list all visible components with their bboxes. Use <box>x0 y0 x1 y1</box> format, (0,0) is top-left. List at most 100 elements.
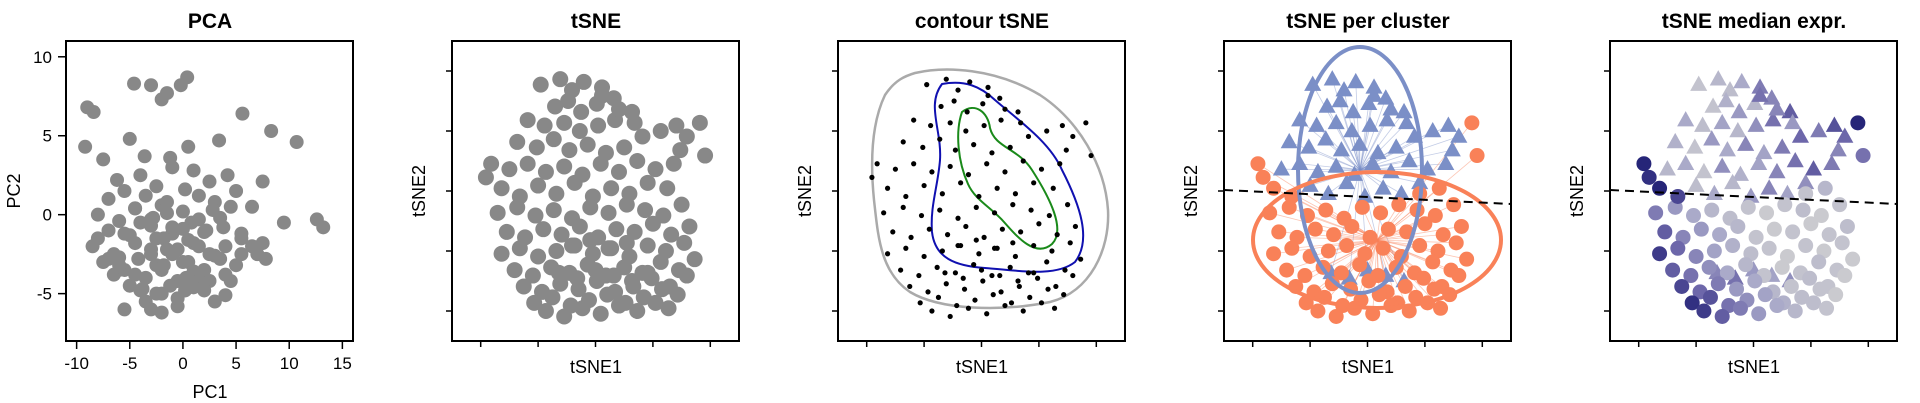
pca-point <box>186 280 201 295</box>
pca-point <box>128 201 143 216</box>
median-circle-point <box>1714 308 1730 324</box>
cluster-2-point <box>1399 224 1415 240</box>
contour-point <box>1044 259 1050 265</box>
pca-frame <box>65 40 354 342</box>
contour-point <box>990 292 996 298</box>
cluster-1-point <box>1280 132 1298 149</box>
pca-point <box>197 283 212 298</box>
median-ylabel: tSNE2 <box>1567 165 1587 217</box>
median-circle-point <box>1806 295 1822 311</box>
contour-point <box>903 193 909 200</box>
contour-point <box>972 297 978 303</box>
median-circle-point <box>1813 208 1829 224</box>
contour-point <box>884 185 891 191</box>
contour-point <box>951 98 957 104</box>
tsne-point <box>652 123 669 139</box>
pca-xlabel: PC1 <box>192 382 227 402</box>
tsne-point <box>678 128 695 145</box>
pca-point <box>131 251 146 266</box>
tsne-point <box>644 215 661 232</box>
contour-point <box>991 210 998 216</box>
pca-point <box>197 262 212 277</box>
pca-point <box>234 226 249 241</box>
pca-point <box>154 305 169 320</box>
median-circle-point <box>1748 229 1764 245</box>
tsne-point <box>527 207 544 224</box>
pca-point <box>223 274 238 288</box>
median-triangle-point <box>1810 122 1828 138</box>
contour-point <box>884 251 891 257</box>
contour-point <box>1031 180 1037 186</box>
cluster-1-point <box>1365 78 1383 94</box>
median-circle-point <box>1652 246 1668 262</box>
pca-point <box>180 70 195 85</box>
tsne-point <box>637 202 654 219</box>
median-circle-point <box>1798 238 1814 254</box>
cluster-xlabel: tSNE1 <box>1342 357 1394 377</box>
median-circle-point <box>1670 240 1686 256</box>
tsne-point <box>592 155 609 172</box>
cluster-1-point <box>1319 184 1337 201</box>
contour-point <box>1012 253 1019 260</box>
cluster-1-point <box>1272 160 1290 176</box>
cluster-2-point <box>1431 180 1447 196</box>
cluster-1-point <box>1327 157 1345 173</box>
tsne-point <box>618 234 635 251</box>
median-circle-point <box>1685 208 1701 224</box>
contour-point <box>944 232 951 238</box>
tsne-point <box>610 297 627 314</box>
tsne-point <box>556 114 573 131</box>
tsne-point <box>553 226 570 243</box>
tsne-point <box>536 117 553 134</box>
contour-point <box>976 193 982 200</box>
contour-point <box>955 242 961 249</box>
tsne-point <box>610 163 627 180</box>
cluster-spoke <box>1359 122 1407 171</box>
pca-point <box>144 78 159 93</box>
tsne-point <box>556 158 573 175</box>
median-circle-point <box>1732 300 1748 316</box>
contour-point <box>911 117 917 123</box>
tsne-point <box>639 174 656 191</box>
tsne-point <box>569 270 586 287</box>
median-triangle-point <box>1829 141 1847 157</box>
pca-point <box>90 207 105 222</box>
tsne-point <box>654 281 671 298</box>
pca-ytick-label: 0 <box>43 206 52 225</box>
contour-point <box>997 272 1003 279</box>
pca-point <box>218 239 233 254</box>
median-triangle-point <box>1768 162 1786 179</box>
median-triangle-point <box>1786 152 1804 168</box>
cluster-1-point <box>1351 135 1369 151</box>
tsne-point <box>592 305 609 322</box>
contour-point <box>1038 166 1045 172</box>
cluster-2-point <box>1328 308 1344 324</box>
median-circle-point <box>1730 218 1746 234</box>
pca-point <box>149 179 164 194</box>
median-triangle-point <box>1690 75 1708 91</box>
pca-ylabel: PC2 <box>4 173 24 208</box>
contour-point <box>928 122 934 129</box>
median-circle-point <box>1769 298 1785 314</box>
median-circle-point <box>1812 281 1828 297</box>
pca-point <box>181 232 196 247</box>
tsne-point <box>594 87 611 104</box>
cluster-1-point <box>1356 187 1374 203</box>
cluster-1-point <box>1439 116 1457 132</box>
pca-point <box>220 168 235 183</box>
median-triangle-point <box>1718 141 1736 157</box>
pca-point <box>175 255 190 270</box>
contour-point <box>903 245 909 251</box>
contour-point <box>981 122 987 129</box>
median-circle-point <box>1839 218 1855 234</box>
contour-point <box>947 313 953 320</box>
cluster-2-point <box>1266 180 1282 196</box>
cluster-2-point <box>1380 221 1396 237</box>
cluster-1-point <box>1318 97 1336 113</box>
median-circle-point <box>1683 268 1699 284</box>
cluster-1-point <box>1300 138 1318 154</box>
tsne-point <box>571 218 588 235</box>
median-triangle-point <box>1721 81 1739 97</box>
cluster-2-point <box>1373 205 1389 221</box>
cluster-2-point <box>1412 238 1428 254</box>
